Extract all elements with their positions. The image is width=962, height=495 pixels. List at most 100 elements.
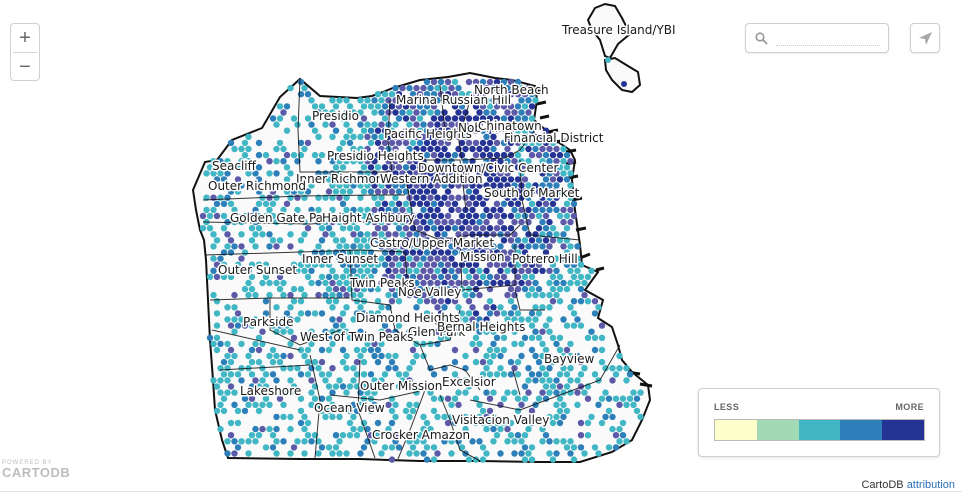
hexbin-cell bbox=[420, 328, 427, 335]
hexbin-cell bbox=[353, 334, 361, 341]
hexbin-cell bbox=[409, 164, 417, 171]
hexbin-cell bbox=[413, 255, 420, 262]
hexbin-cell bbox=[416, 164, 424, 171]
search-box[interactable] bbox=[745, 23, 889, 53]
hexbin-cell bbox=[563, 383, 571, 390]
hexbin-cell bbox=[255, 225, 263, 232]
hexbin-cell bbox=[318, 444, 326, 451]
hexbin-cell bbox=[392, 121, 399, 128]
hexbin-cell bbox=[455, 97, 462, 104]
hexbin-cell bbox=[591, 298, 599, 305]
hexbin-cell bbox=[360, 249, 368, 256]
hexbin-cell bbox=[350, 158, 357, 165]
hexbin-cell bbox=[210, 206, 217, 214]
hexbin-cell bbox=[329, 450, 336, 457]
hexbin-cell bbox=[567, 194, 574, 201]
attribution-link[interactable]: attribution bbox=[906, 479, 955, 491]
cartodb-logo[interactable]: POWERED BY CARTODB bbox=[2, 460, 70, 479]
hexbin-cell bbox=[388, 432, 396, 439]
hexbin-cell bbox=[479, 419, 487, 427]
hexbin-cell bbox=[451, 164, 459, 171]
hexbin-cell bbox=[413, 267, 420, 274]
hexbin-cell bbox=[329, 340, 336, 348]
hexbin-cell bbox=[381, 212, 389, 220]
hexbin-cell bbox=[462, 145, 469, 153]
hexbin-cell bbox=[297, 310, 305, 317]
hexbin-cell bbox=[255, 334, 263, 341]
hexbin-cell bbox=[511, 450, 518, 457]
hexbin-cell bbox=[570, 298, 578, 305]
hexbin-cell bbox=[255, 261, 263, 268]
hexbin-cell bbox=[290, 334, 298, 341]
hexbin-cell bbox=[416, 432, 424, 439]
hexbin-cell bbox=[444, 298, 452, 305]
hexbin-cell bbox=[280, 206, 287, 214]
neighborhood-label: West of Twin Peaks bbox=[300, 330, 413, 344]
hexbin-cell bbox=[427, 84, 434, 92]
hexbin-cell bbox=[518, 450, 525, 457]
hexbin-cell bbox=[297, 188, 305, 195]
share-button[interactable] bbox=[910, 23, 940, 53]
hexbin-cell bbox=[360, 164, 368, 171]
hexbin-cell bbox=[269, 200, 277, 207]
hexbin-cell bbox=[346, 261, 354, 268]
hexbin-cell bbox=[287, 267, 294, 274]
bottom-divider bbox=[0, 491, 962, 492]
hexbin-cell bbox=[441, 194, 448, 201]
hexbin-cell bbox=[507, 237, 515, 244]
hexbin-cell bbox=[472, 261, 480, 268]
hexbin-cell bbox=[591, 334, 599, 341]
hexbin-cell bbox=[336, 194, 343, 201]
hexbin-cell bbox=[595, 304, 602, 311]
hexbin-cell bbox=[479, 139, 487, 147]
zoom-in-button[interactable]: + bbox=[19, 27, 31, 49]
hexbin-cell bbox=[507, 91, 515, 98]
search-input[interactable] bbox=[776, 31, 880, 46]
hexbin-cell bbox=[525, 291, 532, 299]
hexbin-cell bbox=[287, 450, 294, 457]
hexbin-cell bbox=[234, 407, 242, 415]
hexbin-cell bbox=[493, 310, 501, 317]
hexbin-cell bbox=[374, 225, 382, 232]
hexbin-cell bbox=[357, 206, 364, 214]
hexbin-cell bbox=[213, 334, 221, 341]
hexbin-cell bbox=[227, 139, 235, 147]
hexbin-cell bbox=[430, 103, 438, 110]
hexbin-cell bbox=[304, 115, 312, 122]
hexbin-cell bbox=[402, 151, 410, 159]
hexbin-cell bbox=[423, 151, 431, 159]
hexbin-cell bbox=[395, 188, 403, 195]
hexbin-cell bbox=[395, 225, 403, 232]
hexbin-cell bbox=[553, 438, 560, 445]
hexbin-cell bbox=[329, 182, 336, 189]
hexbin-cell bbox=[409, 432, 417, 439]
hexbin-cell bbox=[535, 200, 543, 207]
hexbin-cell bbox=[465, 456, 473, 463]
hexbin-cell bbox=[399, 170, 406, 177]
hexbin-cell bbox=[444, 249, 452, 256]
hexbin-cell bbox=[567, 243, 574, 250]
hexbin-cell bbox=[434, 109, 441, 116]
hexbin-cell bbox=[402, 407, 410, 415]
hexbin-cell bbox=[357, 255, 364, 262]
hexbin-cell bbox=[294, 206, 301, 214]
hexbin-cell bbox=[224, 389, 231, 396]
hexbin-cell bbox=[399, 267, 406, 274]
zoom-out-button[interactable]: − bbox=[19, 56, 31, 78]
hexbin-cell bbox=[392, 291, 399, 299]
hexbin-cell bbox=[343, 182, 350, 189]
hexbin-cell bbox=[304, 310, 312, 317]
hexbin-cell bbox=[420, 425, 427, 433]
hexbin-cell bbox=[266, 231, 273, 238]
hexbin-cell bbox=[560, 206, 567, 214]
hexbin-cell bbox=[402, 200, 410, 207]
hexbin-cell bbox=[605, 444, 613, 451]
hexbin-cell bbox=[332, 127, 340, 134]
hexbin-cell bbox=[521, 115, 529, 122]
hexbin-cell bbox=[535, 371, 543, 378]
hexbin-cell bbox=[556, 334, 564, 341]
hexbin-cell bbox=[231, 182, 238, 189]
hexbin-cell bbox=[315, 158, 322, 165]
hexbin-cell bbox=[364, 255, 371, 262]
